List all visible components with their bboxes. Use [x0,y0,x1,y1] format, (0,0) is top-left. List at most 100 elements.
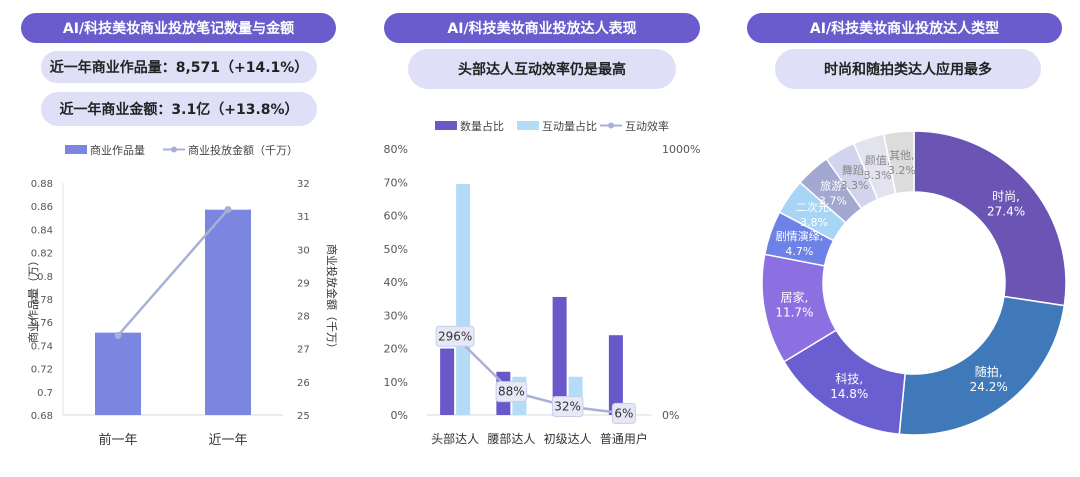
panel-creator-performance: AI/科技美妆商业投放达人表现 头部达人互动效率仍是最高 数量占比 互动量占比 互动… [370,0,710,477]
y2-tick-label: 0% [662,409,679,422]
slice-value-label: 3.8% [800,216,828,229]
point-amount [224,206,232,214]
slice-name-label: 舞蹈, [842,164,868,177]
y-tick-label: 0.88 [31,179,53,190]
subtitle-types: 时尚和随拍类达人应用最多 [775,49,1041,89]
bar-count-share [552,296,567,415]
y-tick-label: 70% [384,176,408,189]
slice-name-label: 科技, [835,372,863,386]
slice-value-label: 3.2% [888,164,916,177]
y-tick-label: 20% [384,343,408,356]
y-tick-label: 50% [384,243,408,256]
bar-works [95,332,141,415]
panel-title: AI/科技美妆商业投放笔记数量与金额 [21,13,336,43]
y-tick-label: 0.78 [31,295,53,306]
legend-swatch-works [65,145,87,154]
x-tick-label: 近一年 [208,433,247,448]
legend-label: 互动量占比 [542,119,597,133]
y-tick-label: 0.72 [31,365,53,376]
y2-tick-label: 29 [297,278,310,289]
data-label-box [551,395,584,417]
panel-notes-amount: AI/科技美妆商业投放笔记数量与金额 近一年商业作品量：8,571（+14.1%… [0,0,350,477]
legend-marker-amount [171,146,177,153]
y-tick-label: 30% [384,309,408,322]
slice-name-label: 其他, [889,149,915,162]
data-label: 296% [438,329,472,343]
y-tick-label: 0.7 [37,388,53,399]
donut-slice [913,130,1067,307]
slice-value-label: 11.7% [775,305,813,319]
legend-label: 数量占比 [460,119,504,133]
legend-label: 互动效率 [625,119,669,133]
donut-slice [898,295,1066,436]
y-tick-label: 40% [384,276,408,289]
y2-tick-label: 28 [297,312,310,323]
legend-label: 商业作品量 [90,143,145,157]
x-tick-label: 初级达人 [544,432,592,446]
y-axis-label: 商业作品量（万） [26,255,40,343]
subtitle-works: 近一年商业作品量：8,571（+14.1%） [41,51,317,83]
data-label-box [435,325,475,347]
bar-works [205,209,251,415]
y-tick-label: 0.76 [31,318,53,329]
x-tick-label: 前一年 [98,432,137,448]
slice-value-label: 24.2% [970,380,1008,394]
slice-value-label: 14.8% [830,387,868,401]
chart-creator-performance: 数量占比 互动量占比 互动效率 0% 10% 20% 30% 40% 50% 60% 70% 80% 0… [384,119,701,446]
panel-creator-types: AI/科技美妆商业投放达人类型 时尚和随拍类达人应用最多 时尚, 27.4% 随拍,… [730,0,1080,477]
line-efficiency [454,335,625,415]
y2-tick-label: 26 [297,378,310,389]
slice-value-label: 4.7% [785,245,813,258]
y-tick-label: 0.74 [31,341,53,352]
y2-tick-label: 25 [297,411,310,422]
x-tick-label: 普通用户 [600,431,648,446]
y2-axis-label: 商业投放金额（千万） [325,244,339,354]
y2-tick-label: 1000% [662,143,700,156]
slice-name-label: 旅游, [820,179,846,193]
y-tick-label: 60% [384,210,408,223]
subtitle-amount: 近一年商业金额：3.1亿（+13.8%） [41,92,317,126]
slice-name-label: 居家, [780,289,808,304]
bar-count-share [440,348,455,415]
slice-value-label: 3.3% [864,169,892,182]
data-label: 88% [498,385,525,399]
y2-tick-label: 32 [297,179,310,190]
y-tick-label: 0.84 [31,225,53,236]
slice-value-label: 3.3% [841,179,869,192]
chart-works-amount: 商业作品量 商业投放金额（千万）0.680.70.720.740.760.780.… [26,143,339,448]
y-tick-label: 0.68 [31,411,53,422]
slice-value-label: 27.4% [987,205,1025,219]
legend-swatch-interaction [517,121,539,130]
slice-value-label: 3.7% [819,195,847,208]
bar-count-share [608,335,623,415]
y2-tick-label: 31 [297,212,310,223]
legend-swatch-count [435,121,457,130]
data-label-box [495,381,528,403]
y-tick-label: 0.8 [37,272,53,283]
slice-name-label: 随拍, [975,364,1003,379]
y-tick-label: 0.82 [31,249,53,260]
y-tick-label: 0.86 [31,202,53,213]
data-label-box [611,402,636,424]
slice-name-label: 颜值, [865,154,891,167]
data-label: 32% [554,399,581,413]
y-tick-label: 0% [391,409,408,422]
panel-title: AI/科技美妆商业投放达人类型 [747,13,1062,43]
donut-slice [882,130,915,195]
legend-label: 商业投放金额（千万） [188,143,298,157]
point-amount [114,331,122,339]
legend-marker-efficiency [608,122,614,129]
x-tick-label: 腰部达人 [487,431,535,446]
data-label: 6% [614,406,633,420]
y2-tick-label: 30 [297,245,310,256]
y2-tick-label: 27 [297,345,310,356]
chart-creator-types: 时尚,27.4% 随拍,24.2% 科技,14.8% 居家,11.7% 剧情演绎, 4.7… [761,130,1067,436]
bar-interaction-share [456,183,471,415]
panel-title: AI/科技美妆商业投放达人表现 [384,13,700,43]
line-amount [117,208,229,337]
y-tick-label: 10% [384,376,408,389]
y-tick-label: 80% [384,143,408,156]
slice-name-label: 时尚, [992,190,1020,204]
x-tick-label: 头部达人 [431,431,479,446]
slice-name-label: 剧情演绎, [776,229,824,243]
